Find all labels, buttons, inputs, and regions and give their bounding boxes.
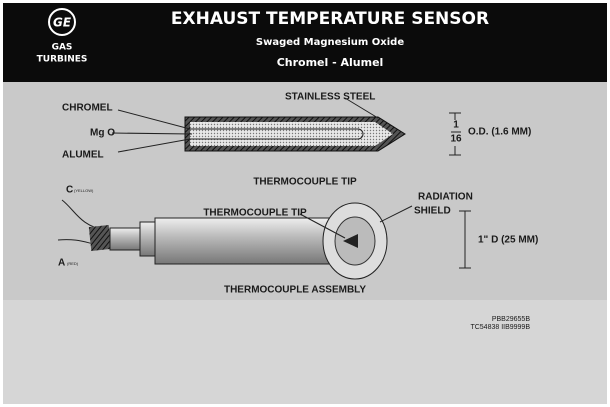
code: PBB29655B bbox=[492, 316, 530, 323]
company-line: GAS bbox=[52, 43, 73, 53]
label: THERMOCOUPLE TIP bbox=[203, 208, 307, 219]
leader bbox=[117, 138, 191, 153]
label: ALUMEL bbox=[62, 150, 104, 161]
logo-ring bbox=[48, 8, 76, 36]
nut bbox=[139, 221, 156, 257]
label: C bbox=[66, 185, 73, 196]
label: STAINLESS STEEL bbox=[285, 92, 375, 103]
subtitle: Swaged Magnesium Oxide bbox=[256, 37, 404, 48]
label: Mg O bbox=[90, 128, 115, 139]
company-line: TURBINES bbox=[37, 55, 88, 65]
label: (RED) bbox=[67, 261, 79, 266]
mgo-fill bbox=[190, 122, 393, 146]
logo: GE bbox=[53, 16, 72, 30]
label: SHIELD bbox=[414, 206, 451, 217]
label: RADIATION bbox=[418, 192, 473, 203]
fraction: 16 bbox=[450, 134, 462, 145]
label: CHROMEL bbox=[62, 103, 113, 114]
background-lower bbox=[3, 300, 607, 404]
tip-point bbox=[343, 234, 358, 248]
label: 1" D (25 MM) bbox=[478, 235, 538, 246]
leader bbox=[299, 213, 346, 239]
label: O.D. (1.6 MM) bbox=[468, 127, 531, 138]
label: A bbox=[58, 258, 65, 269]
cable bbox=[88, 225, 112, 251]
header-band bbox=[3, 3, 607, 82]
leader bbox=[344, 97, 379, 119]
caption: THERMOCOUPLE ASSEMBLY bbox=[224, 285, 366, 296]
leader bbox=[117, 109, 191, 130]
leader bbox=[379, 205, 413, 223]
subtitle: Chromel - Alumel bbox=[277, 56, 384, 69]
label: (YELLOW) bbox=[74, 188, 94, 193]
code: TC54838 IIB9999B bbox=[470, 324, 530, 331]
leader bbox=[111, 132, 193, 135]
wire-loop bbox=[190, 128, 364, 140]
caption: THERMOCOUPLE TIP bbox=[253, 177, 357, 188]
title: EXHAUST TEMPERATURE SENSOR bbox=[171, 9, 489, 29]
connector bbox=[109, 227, 141, 251]
mask bbox=[450, 120, 462, 146]
fraction: 1 bbox=[453, 120, 459, 131]
